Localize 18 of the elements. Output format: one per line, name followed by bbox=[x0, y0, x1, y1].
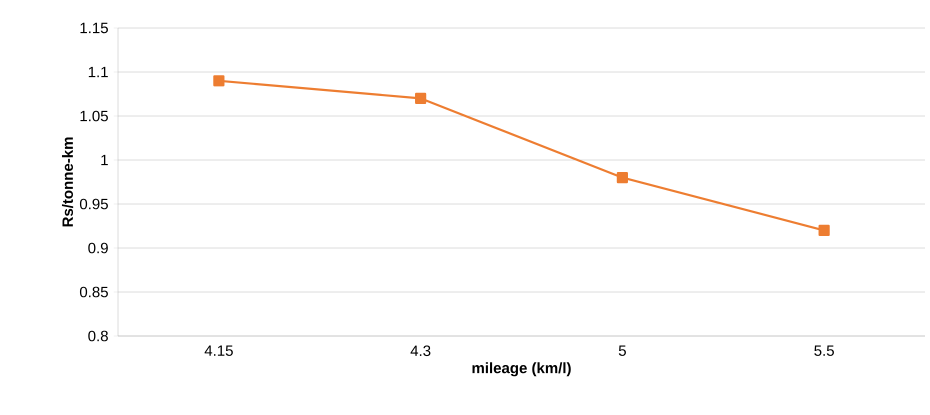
y-tick-label: 0.8 bbox=[88, 330, 108, 342]
y-tick-label: 0.85 bbox=[80, 286, 108, 298]
x-tick-label: 4.15 bbox=[204, 345, 233, 356]
y-axis-title: Rs/tonne-km bbox=[62, 138, 74, 226]
y-tick-label: 0.9 bbox=[88, 242, 108, 254]
y-tick-label: 1 bbox=[101, 154, 108, 166]
x-tick-label: 5.5 bbox=[814, 345, 834, 356]
point bbox=[616, 172, 628, 184]
x-axis-title: mileage (km/l) bbox=[472, 362, 571, 376]
y-tick-label: 1.05 bbox=[80, 110, 108, 122]
point bbox=[415, 92, 426, 104]
point bbox=[213, 75, 224, 86]
x-tick-label: 5 bbox=[618, 345, 626, 356]
point bbox=[818, 224, 830, 236]
y-tick-label: 1.15 bbox=[80, 22, 108, 34]
x-tick-label: 4.3 bbox=[410, 345, 430, 356]
y-tick-label: 0.95 bbox=[80, 198, 108, 210]
y-tick-label: 1.1 bbox=[88, 66, 108, 78]
